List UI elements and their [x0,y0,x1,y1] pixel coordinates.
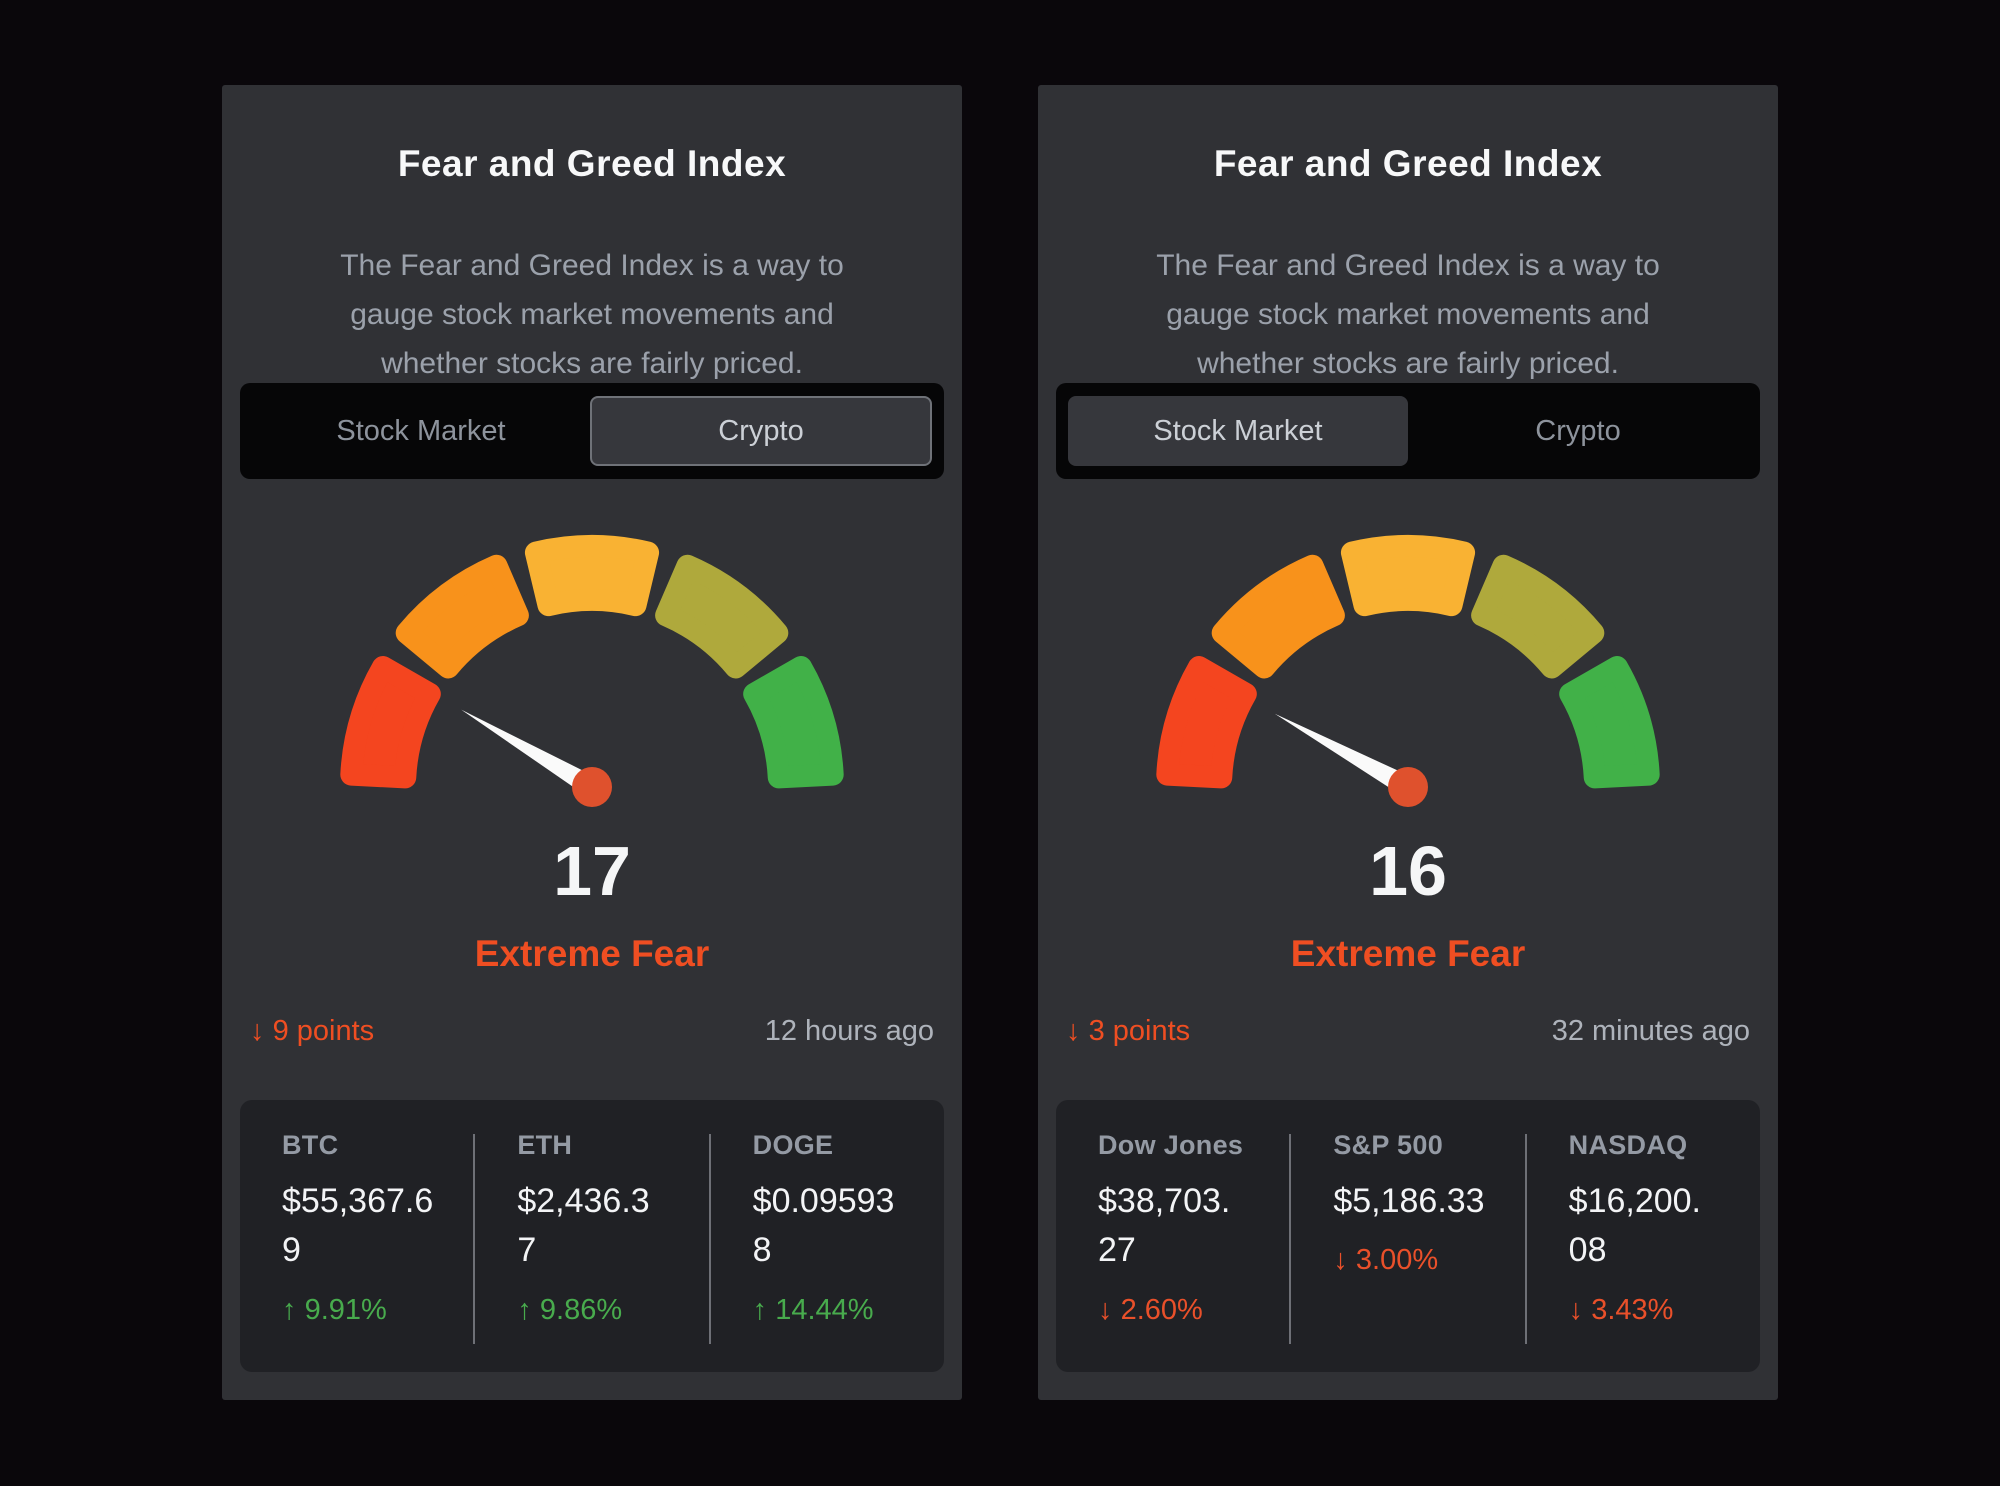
stat-change-text: 3.43% [1591,1293,1674,1326]
toggle-option-stock-market[interactable]: Stock Market [336,414,506,447]
stat-change: ↓ 2.60% [1098,1294,1281,1327]
stat-value: $38,703. 27 [1098,1177,1281,1276]
fear-greed-gauge [340,535,844,807]
change-arrow-icon: ↓ [1333,1244,1348,1277]
change-arrow-icon: ↓ [250,1015,265,1047]
change-arrow-icon: ↑ [517,1293,532,1326]
points-change: ↓ 3 points [1066,1015,1190,1048]
points-change: ↓ 9 points [250,1015,374,1048]
stat-change-text: 9.91% [304,1293,387,1326]
card-description: The Fear and Greed Index is a way to gau… [1156,249,1660,381]
toggle-option-stock-market[interactable]: Stock Market [1068,396,1408,466]
stat-change: ↑ 14.44% [753,1294,936,1327]
market-toggle: Stock Market Crypto [240,383,944,479]
toggle-option-crypto[interactable]: Crypto [1535,414,1621,447]
stat-change: ↑ 9.86% [517,1294,700,1327]
stat-label: NASDAQ [1568,1130,1688,1160]
stat-change-text: 2.60% [1120,1293,1203,1326]
column-divider [1524,1134,1527,1344]
change-arrow-icon: ↓ [1098,1293,1113,1326]
stats-panel: BTC $55,367.6 9 ↑ 9.91% ETH $2,436.3 7 ↑… [240,1100,944,1372]
meta-row: ↓ 9 points 12 hours ago [250,1015,934,1048]
toggle-option-crypto[interactable]: Crypto [590,396,932,466]
stat-value-line: 9 [282,1231,301,1270]
stat-value-line: 08 [1568,1231,1607,1270]
stat-value-line: $2,436.3 [517,1182,650,1220]
stat-column: Dow Jones $38,703. 27 ↓ 2.60% [1056,1100,1289,1372]
meta-row: ↓ 3 points 32 minutes ago [1066,1015,1750,1048]
stat-change: ↓ 3.43% [1569,1294,1752,1327]
stat-change-text: 9.86% [539,1293,623,1326]
stat-value: $2,436.3 7 [517,1177,700,1276]
sentiment-label: Extreme Fear [1290,933,1526,974]
stat-value-line: 7 [517,1231,537,1270]
sentiment-label: Extreme Fear [474,933,710,974]
last-updated: 12 hours ago [764,1015,934,1047]
stat-value: $5,186.33 [1333,1177,1516,1226]
card-title: Fear and Greed Index [1213,142,1603,184]
stat-value-line: $5,186.33 [1333,1182,1485,1220]
stat-value: $16,200. 08 [1569,1177,1752,1276]
card-description: The Fear and Greed Index is a way to gau… [340,249,844,381]
market-toggle: Stock Market Crypto [1056,383,1760,479]
index-score: 16 [1369,832,1447,910]
fear-greed-card-crypto: Fear and Greed Index The Fear and Greed … [222,85,962,1400]
stat-column: ETH $2,436.3 7 ↑ 9.86% [475,1100,708,1372]
stat-label: ETH [517,1130,573,1160]
last-updated: 32 minutes ago [1551,1015,1750,1047]
stat-value: $0.09593 8 [753,1177,936,1276]
column-divider [473,1134,476,1344]
stat-column: NASDAQ $16,200. 08 ↓ 3.43% [1527,1100,1760,1372]
column-divider [708,1134,711,1344]
stat-value-line: 27 [1098,1231,1136,1270]
card-title: Fear and Greed Index [397,142,787,184]
stat-label: BTC [282,1130,339,1160]
stat-value-line: 8 [752,1231,772,1270]
stat-value-line: $38,703. [1098,1182,1231,1220]
stat-column: S&P 500 $5,186.33 ↓ 3.00% [1291,1100,1524,1372]
stat-label: S&P 500 [1333,1130,1444,1160]
fear-greed-card-stock-market: Fear and Greed Index The Fear and Greed … [1038,85,1778,1400]
stats-panel: Dow Jones $38,703. 27 ↓ 2.60% S&P 500 $5… [1056,1100,1760,1372]
stat-column: BTC $55,367.6 9 ↑ 9.91% [240,1100,473,1372]
column-divider [1289,1134,1292,1344]
change-arrow-icon: ↓ [1568,1293,1584,1326]
stat-value: $55,367.6 9 [282,1177,465,1276]
change-arrow-icon: ↑ [752,1293,768,1326]
stat-change-text: 3.00% [1355,1244,1439,1277]
index-score: 17 [553,832,631,910]
stat-value-line: $16,200. [1568,1182,1702,1220]
stat-change: ↑ 9.91% [282,1294,465,1327]
stat-value-line: $55,367.6 [282,1182,434,1220]
stat-change: ↓ 3.00% [1333,1244,1516,1277]
points-change-text: 3 points [1088,1015,1191,1047]
change-arrow-icon: ↓ [1066,1015,1081,1047]
stat-value-line: $0.09593 [752,1182,895,1220]
stat-label: Dow Jones [1098,1130,1244,1160]
points-change-text: 9 points [272,1015,375,1047]
stat-column: DOGE $0.09593 8 ↑ 14.44% [711,1100,944,1372]
fear-greed-gauge [1156,535,1660,807]
stat-label: DOGE [752,1130,834,1160]
stat-change-text: 14.44% [775,1293,874,1326]
change-arrow-icon: ↑ [282,1293,297,1326]
